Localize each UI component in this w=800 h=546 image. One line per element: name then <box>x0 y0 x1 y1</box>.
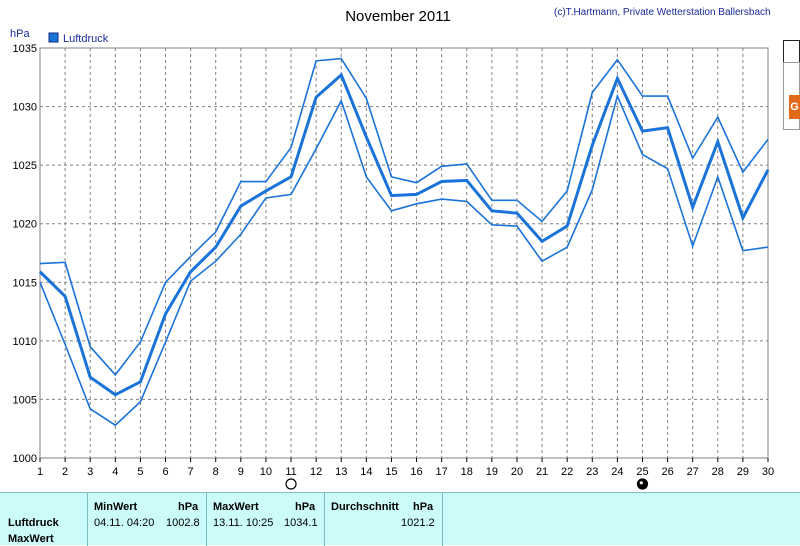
full-moon-icon <box>285 478 297 490</box>
max-unit: hPa <box>295 501 316 513</box>
max-column: MaxWert hPa 13.11. 10:25 1034.1 <box>206 493 324 546</box>
x-tick-label: 6 <box>162 466 168 478</box>
x-tick-label: 11 <box>285 466 296 478</box>
x-tick-label: 18 <box>461 466 473 478</box>
y-tick-label: 1015 <box>13 277 37 289</box>
max-header: MaxWert <box>213 501 259 513</box>
y-tick-label: 1025 <box>13 160 37 172</box>
x-tick-label: 30 <box>762 466 774 478</box>
x-tick-label: 27 <box>687 466 699 478</box>
x-tick-label: 2 <box>62 466 68 478</box>
series-lines <box>38 57 770 427</box>
y-tick-label: 1000 <box>13 453 37 465</box>
x-tick-label: 19 <box>486 466 498 478</box>
avg-value: 1021.2 <box>401 517 435 529</box>
summary-table: Luftdruck MaxWert MinWert hPa 04.11. 04:… <box>0 492 800 546</box>
x-tick-label: 9 <box>238 466 244 478</box>
x-tick-label: 17 <box>436 466 448 478</box>
min-datetime: 04.11. 04:20 <box>94 517 155 529</box>
empty-column <box>442 493 800 546</box>
x-tick-label: 15 <box>385 466 397 478</box>
pressure-chart: November 2011 (c)T.Hartmann, Private Wet… <box>10 7 774 490</box>
min-unit: hPa <box>178 501 199 513</box>
side-strip-top <box>783 40 800 63</box>
x-tick-label: 25 <box>636 466 648 478</box>
x-tick-label: 3 <box>87 466 93 478</box>
x-tick-label: 13 <box>335 466 347 478</box>
grid <box>40 48 768 458</box>
x-tick-label: 20 <box>511 466 523 478</box>
min-value: 1002.8 <box>166 517 200 529</box>
avg-header: Durchschnitt <box>331 501 399 513</box>
max-value: 1034.1 <box>284 517 318 529</box>
y-axis: 1000 1005 1010 1015 1020 1025 1030 1035 <box>13 43 37 465</box>
x-tick-label: 4 <box>112 466 118 478</box>
x-tick-label: 22 <box>561 466 573 478</box>
new-moon-icon <box>636 478 649 490</box>
y-tick-label: 1010 <box>13 336 37 348</box>
y-tick-label: 1035 <box>13 43 37 55</box>
legend-label: Luftdruck <box>63 33 109 45</box>
x-tick-label: 5 <box>137 466 143 478</box>
y-axis-unit: hPa <box>10 28 30 40</box>
y-tick-label: 1020 <box>13 219 37 231</box>
chart-title: November 2011 <box>345 8 451 25</box>
x-tick-label: 23 <box>586 466 598 478</box>
x-tick-label: 26 <box>661 466 673 478</box>
y-tick-label: 1005 <box>13 394 37 406</box>
series-line-max <box>39 57 769 377</box>
x-tick-label: 10 <box>260 466 272 478</box>
avg-column: Durchschnitt hPa 1021.2 <box>324 493 442 546</box>
series-line-min <box>39 93 769 427</box>
chart-credit: (c)T.Hartmann, Private Wetterstation Bal… <box>554 7 771 18</box>
max-datetime: 13.11. 10:25 <box>213 517 274 529</box>
series-line-avg <box>38 72 770 397</box>
avg-unit: hPa <box>413 501 434 513</box>
x-tick-label: 12 <box>310 466 322 478</box>
legend-swatch <box>48 32 59 43</box>
x-tick-label: 28 <box>712 466 724 478</box>
side-strip-badge: G <box>789 95 800 119</box>
x-tick-label: 16 <box>410 466 422 478</box>
min-column: MinWert hPa 04.11. 04:20 1002.8 <box>87 493 206 546</box>
new-moon-highlight <box>639 481 643 485</box>
x-tick-label: 29 <box>737 466 749 478</box>
x-tick-label: 8 <box>213 466 219 478</box>
x-axis: 1 2 3 4 5 6 7 8 9 10 11 12 13 14 15 16 17 18 19 20 21 22 23 24 2… <box>37 458 774 478</box>
x-tick-label: 7 <box>188 466 194 478</box>
x-tick-label: 21 <box>536 466 548 478</box>
plot-frame <box>39 47 769 459</box>
min-header: MinWert <box>94 501 138 513</box>
x-tick-label: 24 <box>611 466 623 478</box>
moon-phase-markers <box>285 478 649 490</box>
side-strip: G <box>783 40 800 492</box>
row-label-maxwert: MaxWert <box>8 533 54 545</box>
x-tick-label: 1 <box>37 466 43 478</box>
x-tick-label: 14 <box>360 466 372 478</box>
row-label-luftdruck: Luftdruck <box>8 517 59 529</box>
y-tick-label: 1030 <box>13 102 37 114</box>
